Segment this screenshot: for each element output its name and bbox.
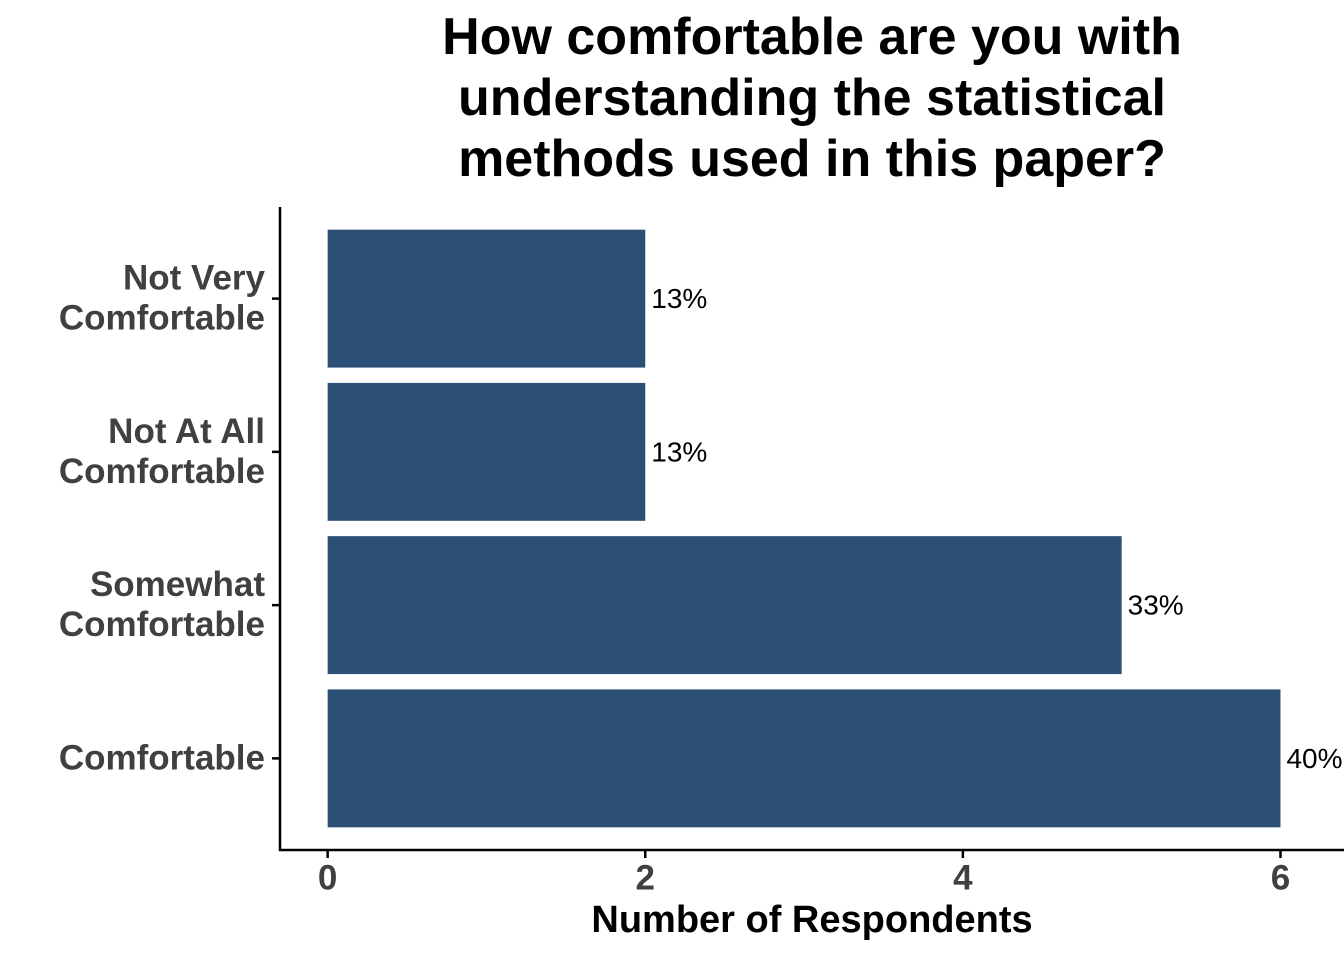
value-label: 40% — [1286, 743, 1342, 774]
x-tick-label: 4 — [953, 858, 973, 897]
bar — [327, 689, 1281, 828]
chart-title: How comfortable are you with understandin… — [442, 8, 1182, 188]
y-tick-label: Comfortable — [59, 739, 265, 778]
bar — [327, 382, 646, 521]
x-tick-label: 6 — [1271, 858, 1290, 897]
x-tick-label: 2 — [636, 858, 655, 897]
y-tick-label: Not Very Comfortable — [59, 259, 266, 338]
value-label: 13% — [651, 436, 707, 467]
value-label: 33% — [1128, 590, 1184, 621]
value-label: 13% — [651, 283, 707, 314]
y-tick-label: Somewhat Comfortable — [59, 565, 265, 644]
x-tick-label: 0 — [318, 858, 337, 897]
x-axis-title: Number of Respondents — [591, 899, 1032, 941]
bar — [327, 229, 646, 368]
y-tick-label: Not At All Comfortable — [59, 412, 265, 491]
bar — [327, 536, 1122, 675]
